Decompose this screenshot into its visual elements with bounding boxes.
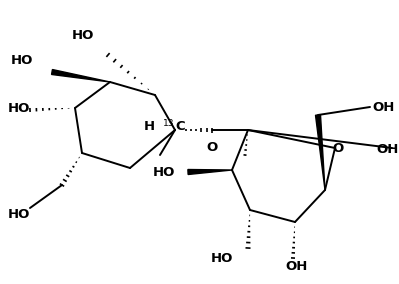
Text: C: C	[175, 120, 185, 133]
Text: HO: HO	[72, 28, 94, 41]
Text: HO: HO	[8, 101, 30, 114]
Text: OH: OH	[373, 101, 395, 114]
Text: O: O	[332, 141, 344, 154]
Text: O: O	[206, 141, 217, 153]
Text: 13: 13	[163, 119, 174, 128]
Text: HO: HO	[211, 252, 233, 264]
Text: HO: HO	[153, 166, 175, 179]
Polygon shape	[51, 70, 110, 82]
Polygon shape	[188, 170, 232, 174]
Text: HO: HO	[8, 208, 30, 222]
Text: OH: OH	[286, 260, 308, 273]
Text: OH: OH	[377, 143, 399, 156]
Text: HO: HO	[11, 53, 33, 66]
Text: H: H	[144, 120, 155, 133]
Polygon shape	[316, 115, 325, 190]
